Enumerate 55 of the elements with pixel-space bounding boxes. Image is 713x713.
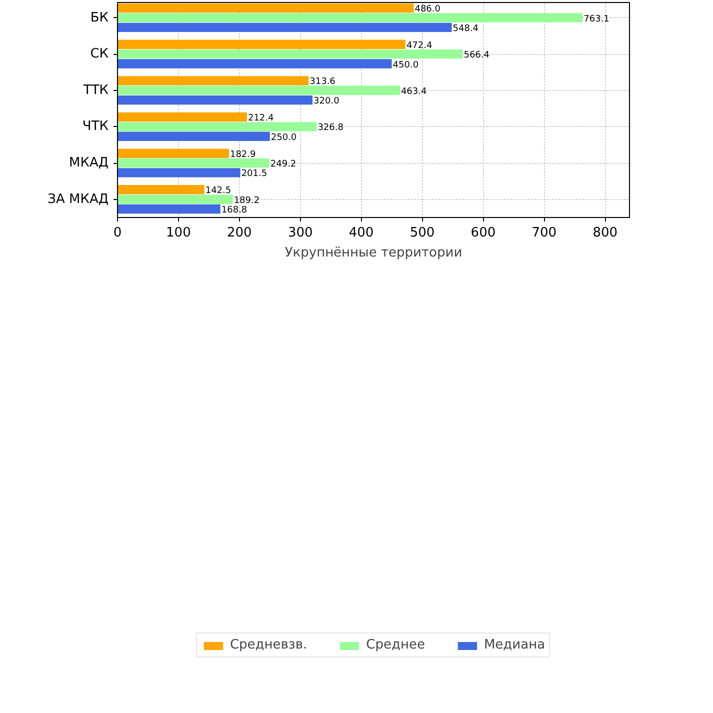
x-tick-label: 800 — [592, 226, 618, 240]
data-label: 566.4 — [464, 50, 490, 61]
bar — [118, 132, 270, 141]
data-label: 763.1 — [584, 14, 610, 24]
bar — [118, 13, 583, 22]
bar — [118, 185, 204, 194]
bar — [118, 204, 220, 214]
y-tick-label: ЧТК — [82, 119, 109, 134]
bar — [118, 95, 313, 105]
bar — [118, 59, 392, 68]
bar — [118, 148, 229, 158]
x-tick-label: 0 — [113, 226, 122, 240]
legend-label: Среднее — [366, 638, 425, 653]
y-tick-label: ТТК — [82, 82, 109, 98]
data-label: 250.0 — [270, 132, 297, 143]
y-tick-label: БК — [90, 10, 109, 26]
bar — [118, 49, 463, 59]
data-label: 189.2 — [234, 196, 260, 206]
data-label: 548.4 — [452, 24, 479, 34]
data-label: 212.4 — [248, 114, 274, 124]
data-label: 450.0 — [392, 60, 419, 70]
bar — [118, 122, 317, 132]
legend-label: Медиана — [484, 638, 546, 653]
x-tick-label: 100 — [166, 226, 191, 240]
x-tick-label: 400 — [348, 226, 374, 240]
bar — [118, 194, 233, 204]
y-tick-label: МКАД — [69, 156, 109, 171]
x-tick-label: 500 — [410, 226, 435, 240]
x-tick-label: 200 — [227, 226, 252, 240]
x-tick-label: 300 — [288, 226, 313, 240]
bar — [118, 86, 400, 95]
bar — [118, 76, 309, 86]
data-label: 168.8 — [221, 206, 248, 216]
x-tick-label: 700 — [532, 226, 557, 240]
bar — [118, 3, 414, 13]
bar — [118, 40, 406, 49]
y-tick-label: СК — [90, 46, 109, 62]
x-tick-label: 600 — [470, 226, 496, 240]
bar — [118, 22, 452, 32]
data-label: 182.9 — [230, 150, 256, 160]
bar — [118, 158, 270, 168]
data-label: 326.8 — [318, 123, 344, 134]
x-axis-title: Укрупнённые территории — [284, 246, 462, 260]
data-label: 313.6 — [310, 77, 336, 88]
legend-label: Средневзв. — [230, 638, 308, 653]
data-label: 320.0 — [314, 96, 340, 107]
data-label: 472.4 — [406, 40, 432, 51]
bar — [118, 168, 240, 178]
data-label: 142.5 — [205, 186, 232, 196]
data-label: 249.2 — [270, 160, 296, 170]
y-tick-label: ЗА МКАД — [48, 192, 109, 207]
data-label: 486.0 — [414, 4, 441, 15]
bar — [118, 112, 247, 122]
data-label: 201.5 — [241, 169, 268, 180]
data-label: 463.4 — [400, 86, 427, 97]
